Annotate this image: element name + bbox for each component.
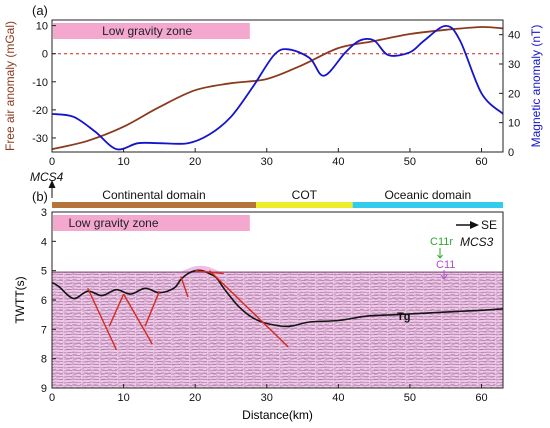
faults (87, 269, 289, 351)
domain-bar (256, 202, 353, 208)
panel-a-left-ticks: 10 0 -10 -20 -30 (32, 21, 56, 145)
low-gravity-zone-label-b: Low gravity zone (68, 216, 158, 230)
b-x-tick-label: 0 (49, 392, 55, 404)
b-y-tick-label: 7 (41, 324, 47, 336)
panel-a-frame (51, 19, 504, 153)
a-left-tick-label: -30 (32, 133, 48, 145)
domain-bar (52, 202, 257, 208)
a-x-tick-label: 10 (117, 156, 129, 168)
a-x-tick-label: 0 (49, 156, 55, 168)
panel-a-label: (a) (32, 3, 48, 18)
b-x-tick-label: 50 (404, 392, 416, 404)
panel-b-label: (b) (32, 189, 48, 204)
a-x-tick-label: 60 (475, 156, 487, 168)
c11-arrow (440, 270, 448, 280)
mcs4-marker: MCS4 (30, 170, 64, 198)
domain-bars: Continental domain COT Oceanic domain (52, 188, 503, 208)
domain-bar (352, 202, 503, 208)
b-y-tick-label: 3 (41, 207, 47, 219)
fault-line (87, 287, 118, 351)
b-y-tick-label: 9 (41, 383, 47, 395)
a-right-tick-label: 10 (508, 118, 520, 130)
fault-line (180, 276, 189, 298)
domain-label: Oceanic domain (384, 188, 471, 202)
mcs4-label: MCS4 (30, 170, 64, 184)
free-air-axis-label: Free air anomaly (mGal) (3, 21, 17, 151)
a-x-tick-label: 50 (404, 156, 416, 168)
magnetic-anomaly-line (51, 24, 504, 151)
domain-label: Continental domain (102, 188, 205, 202)
direction-label: SE (481, 218, 497, 232)
panel-a-x-ticks: 0 10 20 30 40 50 60 (49, 148, 488, 168)
a-left-tick-label: 0 (42, 49, 48, 61)
b-y-tick-label: 5 (41, 266, 47, 278)
b-y-tick-label: 8 (41, 354, 47, 366)
a-left-tick-label: 10 (36, 21, 48, 33)
a-left-tick-label: -10 (32, 77, 48, 89)
a-x-tick-label: 40 (332, 156, 344, 168)
b-x-tick-label: 20 (189, 392, 201, 404)
anomaly-series (51, 24, 504, 151)
a-right-tick-label: 20 (508, 88, 520, 100)
a-right-tick-label: 40 (508, 30, 520, 42)
fault-line (144, 290, 161, 327)
low-gravity-zone-bar (53, 23, 250, 39)
domain-label: COT (292, 188, 318, 202)
a-right-tick-label: 0 (508, 147, 514, 159)
tg-horizon-line (51, 269, 504, 328)
b-x-tick-label: 30 (261, 392, 273, 404)
distance-axis-label: Distance(km) (242, 408, 313, 422)
direction-indicator: SE (456, 218, 497, 232)
a-left-tick-label: -20 (32, 105, 48, 117)
tg-label: Tg (397, 311, 410, 323)
tg-horizon (51, 269, 504, 328)
low-gravity-zone-bar-b (53, 215, 250, 231)
c11r-label: C11r (430, 236, 453, 248)
c11-label: C11 (436, 259, 455, 271)
c11r-arrow (437, 248, 443, 259)
fault-line (108, 293, 125, 327)
twtt-axis-label: TWTT(s) (13, 276, 27, 323)
panel-b-y-ticks: 3 4 5 6 7 8 9 (41, 207, 56, 395)
mcs4-arrowhead (48, 180, 56, 188)
panel-b-seismic-profile: (b) MCS4 Continental domain COT Oceanic do… (13, 170, 504, 422)
panel-a-right-ticks: 0 10 20 30 40 (499, 30, 520, 159)
low-gravity-zone-label: Low gravity zone (102, 24, 192, 38)
b-x-tick-label: 60 (475, 392, 487, 404)
b-y-tick-label: 6 (41, 295, 47, 307)
magnetic-axis-label: Magnetic anomaly (nT) (529, 25, 543, 148)
a-x-tick-label: 20 (189, 156, 201, 168)
b-x-tick-label: 40 (332, 392, 344, 404)
direction-arrowhead (470, 221, 479, 229)
fault-line (195, 269, 224, 275)
a-right-tick-label: 30 (508, 59, 520, 71)
b-x-tick-label: 10 (117, 392, 129, 404)
a-x-tick-label: 30 (261, 156, 273, 168)
panel-a-gravity-magnetic: (a) Low gravity zone 0 10 20 30 40 50 60 10 0 -1… (3, 3, 543, 168)
fault-line (122, 293, 153, 345)
fault-line (209, 270, 289, 348)
panel-b-x-ticks: 0 10 20 30 40 50 60 (49, 384, 488, 404)
b-y-tick-label: 4 (41, 236, 47, 248)
free-air-anomaly-line (51, 26, 504, 151)
mcs3-label: MCS3 (460, 235, 494, 249)
